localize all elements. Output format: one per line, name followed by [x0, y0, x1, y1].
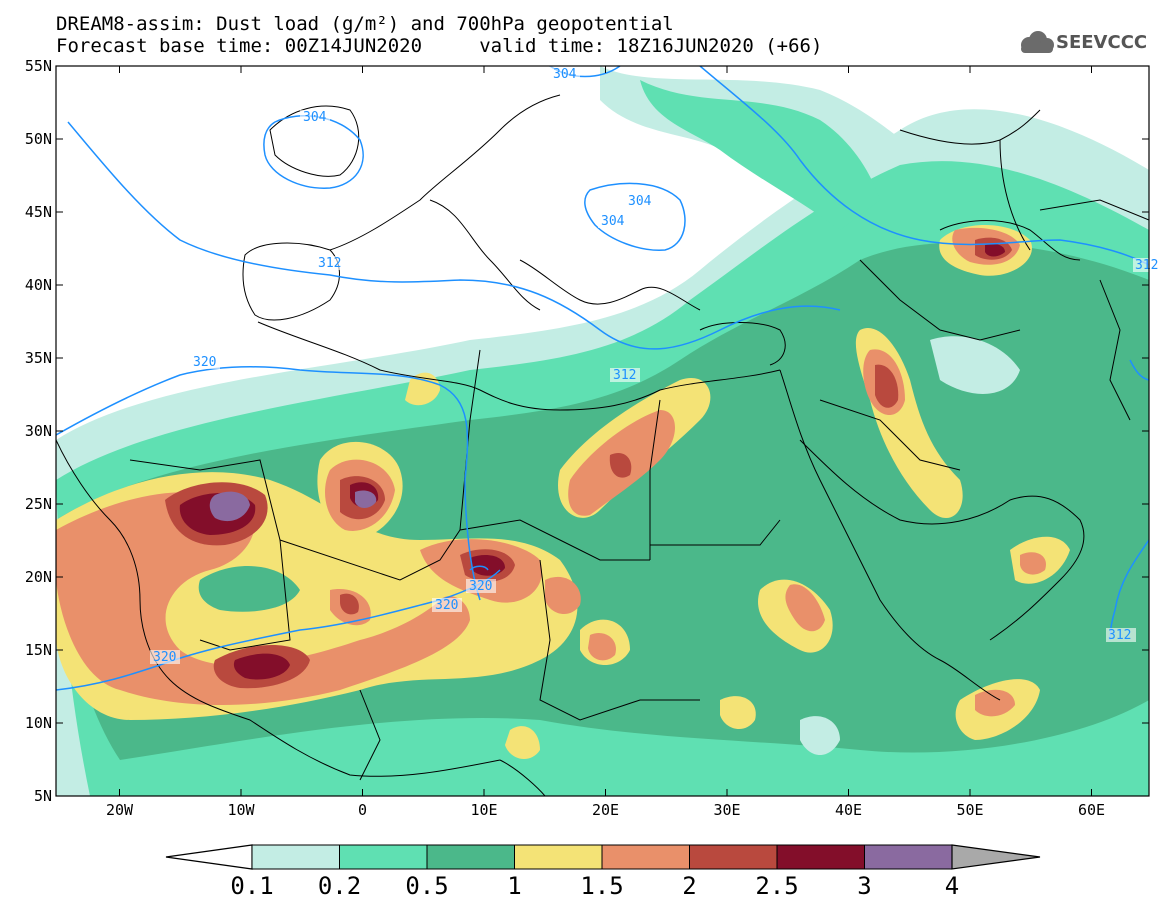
colorbar-label: 0.2 [317, 872, 362, 900]
dust-fields [56, 66, 1149, 796]
contour-label: 312 [610, 368, 640, 383]
axis-ticks: 55N 50N 45N 40N 35N 30N 25N 20N 15N 10N 5N 20W 10W 0 1… [25, 57, 1149, 819]
svg-text:312: 312 [613, 368, 636, 383]
colorbar-swatch [339, 844, 428, 870]
lon-label: 20E [592, 801, 619, 819]
lat-label: 25N [25, 495, 52, 513]
map-subtitle: Forecast base time: 00Z14JUN2020 valid t… [56, 35, 823, 57]
colorbar-swatch [864, 844, 953, 870]
coastlines [56, 94, 1149, 796]
lat-label: 30N [25, 422, 52, 440]
lat-label: 5N [34, 787, 52, 805]
colorbar-label: 0.1 [230, 872, 274, 900]
svg-text:304: 304 [553, 67, 577, 82]
colorbar-swatch [251, 844, 340, 870]
colorbar-label: 3 [857, 872, 872, 900]
svg-text:312: 312 [1135, 258, 1158, 273]
lon-label: 60E [1078, 801, 1105, 819]
contour-label: 304 [598, 214, 628, 229]
svg-text:320: 320 [193, 355, 216, 370]
lon-label: 0 [358, 801, 367, 819]
colorbar-swatch [689, 844, 778, 870]
svg-text:312: 312 [318, 256, 341, 271]
colorbar-swatch [776, 844, 865, 870]
contour-label: 320 [190, 355, 220, 370]
svg-text:304: 304 [601, 214, 625, 229]
logo-text: SEEVCCC [1056, 32, 1148, 53]
lat-label: 50N [25, 130, 52, 148]
colorbar-under-arrow [165, 844, 253, 870]
svg-text:304: 304 [303, 110, 327, 125]
lon-label: 40E [835, 801, 862, 819]
lat-label: 15N [25, 641, 52, 659]
lon-label: 20W [106, 801, 134, 819]
lon-label: 10W [227, 801, 255, 819]
contour-label: 312 [1106, 628, 1136, 643]
contour-label: 304 [300, 110, 330, 125]
contour-label: 312 [315, 256, 345, 271]
contour-labels: 304 304 304 304 312 312 312 312 320 320 … [150, 66, 1158, 665]
colorbar-swatch [601, 844, 690, 870]
colorbar-label: 2.5 [755, 872, 799, 900]
colorbar [165, 844, 1041, 870]
cloud-icon [1021, 31, 1054, 53]
lon-label: 10E [470, 801, 497, 819]
contour-label: 304 [550, 66, 580, 82]
svg-text:320: 320 [469, 579, 492, 594]
seevccc-logo [1021, 31, 1054, 53]
svg-text:312: 312 [1108, 628, 1131, 643]
lat-label: 40N [25, 276, 52, 294]
lat-label: 35N [25, 349, 52, 367]
svg-text:304: 304 [628, 194, 652, 209]
lat-label: 45N [25, 203, 52, 221]
svg-text:320: 320 [153, 650, 176, 665]
lat-label: 55N [25, 57, 52, 75]
colorbar-swatch [426, 844, 515, 870]
contour-label: 320 [150, 650, 180, 665]
colorbar-label: 2 [682, 872, 697, 900]
colorbar-swatch [514, 844, 603, 870]
svg-text:320: 320 [435, 598, 458, 613]
lon-label: 30E [713, 801, 740, 819]
lat-label: 10N [25, 714, 52, 732]
colorbar-label: 1 [507, 872, 522, 900]
lon-label: 50E [956, 801, 983, 819]
colorbar-label: 1.5 [580, 872, 624, 900]
contour-label: 304 [625, 194, 655, 209]
contour-label: 312 [1133, 258, 1158, 273]
contour-label: 320 [432, 598, 462, 613]
geopotential-contours [56, 66, 1149, 691]
contour-label: 320 [466, 579, 496, 594]
lat-label: 20N [25, 568, 52, 586]
colorbar-label: 4 [944, 872, 960, 900]
colorbar-label: 0.5 [405, 872, 449, 900]
colorbar-over-arrow [951, 844, 1041, 870]
map-title: DREAM8-assim: Dust load (g/m²) and 700hP… [56, 13, 674, 35]
